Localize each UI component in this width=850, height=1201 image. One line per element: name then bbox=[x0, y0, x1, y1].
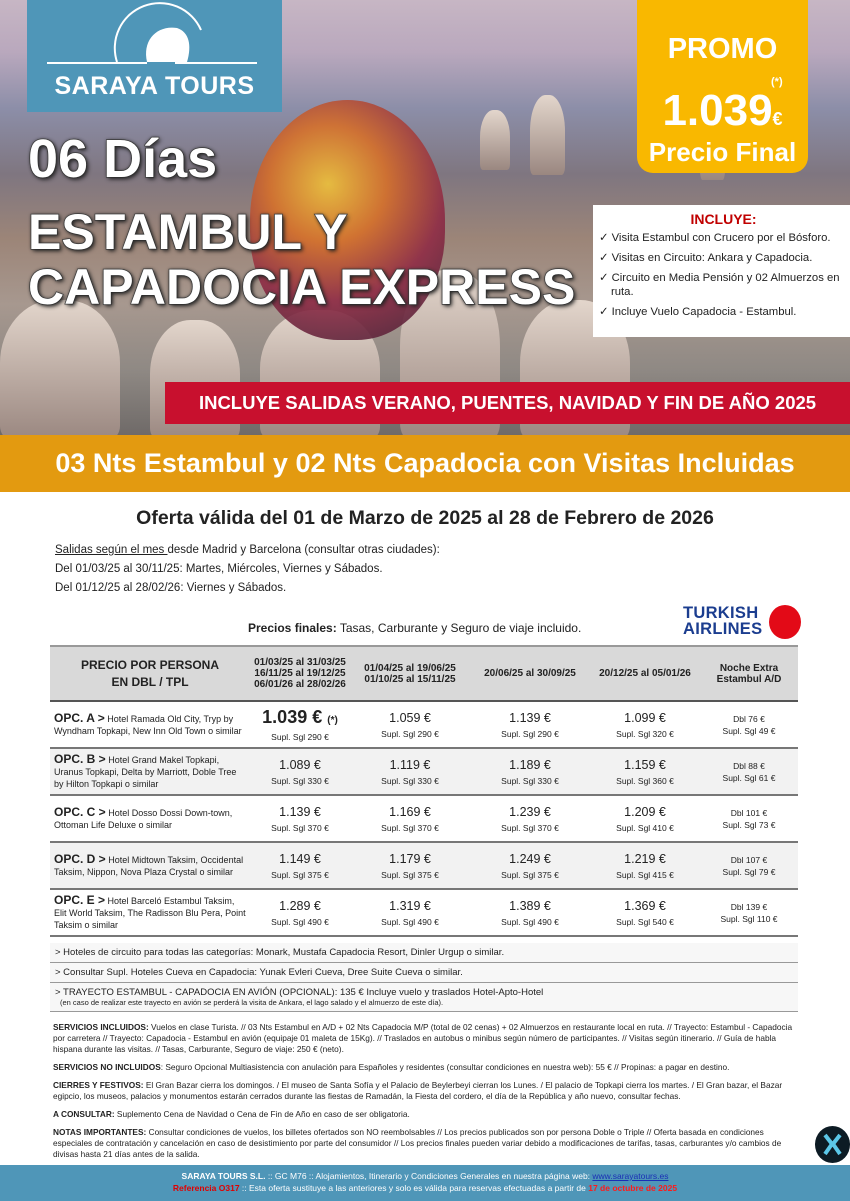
table-row: OPC. B > Hotel Grand Makel Topkapi, Uran… bbox=[50, 748, 798, 796]
note-row: > Hoteles de circuito para todas las cat… bbox=[50, 943, 798, 963]
price-cell: 1.169 € Supl. Sgl 370 € bbox=[350, 795, 470, 843]
service-paragraph: A CONSULTAR: Suplemento Cena de Navidad … bbox=[53, 1109, 410, 1119]
departures-line: Del 01/12/25 al 28/02/26: Viernes y Sába… bbox=[55, 582, 287, 594]
assistant-widget-icon[interactable] bbox=[815, 1126, 850, 1163]
table-row: OPC. C > Hotel Dosso Dossi Down-town, Ot… bbox=[50, 795, 798, 843]
hot-air-balloon bbox=[250, 100, 445, 340]
hotel-option: OPC. A > Hotel Ramada Old City, Tryp by … bbox=[50, 701, 250, 749]
price-cell: 1.119 € Supl. Sgl 330 € bbox=[350, 748, 470, 796]
service-paragraph: SERVICIOS NO INCLUIDOS: Seguro Opcional … bbox=[53, 1062, 730, 1072]
season-banner: INCLUYE SALIDAS VERANO, PUENTES, NAVIDAD… bbox=[165, 382, 850, 424]
trip-title-line1: ESTAMBUL Y bbox=[27, 203, 348, 261]
service-paragraph: NOTAS IMPORTANTES: Consultar condiciones… bbox=[53, 1127, 782, 1159]
price-cell: 1.159 € Supl. Sgl 360 € bbox=[590, 748, 700, 796]
price-cell: 1.369 € Supl. Sgl 540 € bbox=[590, 889, 700, 937]
column-header: PRECIO POR PERSONA EN DBL / TPL bbox=[50, 646, 250, 702]
extra-night-cell: Dbl 76 € Supl. Sgl 49 € bbox=[700, 701, 798, 749]
price-cell: 1.139 € Supl. Sgl 290 € bbox=[470, 701, 590, 749]
price-cell: 1.389 € Supl. Sgl 490 € bbox=[470, 889, 590, 937]
price-cell: 1.089 € Supl. Sgl 330 € bbox=[250, 748, 350, 796]
note-row: > Consultar Supl. Hoteles Cueva en Capad… bbox=[50, 963, 798, 983]
price-cell: 1.239 € Supl. Sgl 370 € bbox=[470, 795, 590, 843]
column-header: 20/06/25 al 30/09/25 bbox=[470, 646, 590, 702]
price-cell: 1.179 € Supl. Sgl 375 € bbox=[350, 842, 470, 890]
hotel-option: OPC. E > Hotel Barceló Estambul Taksim, … bbox=[50, 889, 250, 937]
services-text: SERVICIOS INCLUIDOS: Vuelos en clase Tur… bbox=[53, 1022, 798, 1167]
table-row: OPC. D > Hotel Midtown Taksim, Occidenta… bbox=[50, 842, 798, 890]
note-row: > TRAYECTO ESTAMBUL - CAPADOCIA EN AVIÓN… bbox=[50, 983, 798, 1012]
price-cell: 1.209 € Supl. Sgl 410 € bbox=[590, 795, 700, 843]
hotel-option: OPC. D > Hotel Midtown Taksim, Occidenta… bbox=[50, 842, 250, 890]
column-header: 01/03/25 al 31/03/25 16/11/25 al 19/12/2… bbox=[250, 646, 350, 702]
price-cell: 1.319 € Supl. Sgl 490 € bbox=[350, 889, 470, 937]
turkish-airlines-bird-icon bbox=[769, 605, 801, 639]
promo-price: 1.039€ bbox=[662, 86, 783, 135]
table-row: OPC. A > Hotel Ramada Old City, Tryp by … bbox=[50, 701, 798, 749]
include-item: ✓ Visitas en Circuito: Ankara y Capadoci… bbox=[599, 252, 813, 264]
price-cell: 1.059 € Supl. Sgl 290 € bbox=[350, 701, 470, 749]
days-title: 06 Días bbox=[27, 128, 218, 190]
price-cell: 1.139 € Supl. Sgl 370 € bbox=[250, 795, 350, 843]
departures-line: Del 01/03/25 al 30/11/25: Martes, Miérco… bbox=[55, 563, 383, 575]
includes-box: INCLUYE: ✓ Visita Estambul con Crucero p… bbox=[593, 205, 850, 337]
extra-night-cell: Dbl 88 € Supl. Sgl 61 € bbox=[700, 748, 798, 796]
turkish-airlines-logo: TURKISH AIRLINES bbox=[683, 605, 803, 641]
price-cell: 1.219 € Supl. Sgl 415 € bbox=[590, 842, 700, 890]
itinerary-banner: 03 Nts Estambul y 02 Nts Capadocia con V… bbox=[0, 435, 850, 492]
extra-night-cell: Dbl 139 € Supl. Sgl 110 € bbox=[700, 889, 798, 937]
footer: SARAYA TOURS S.L. :: GC M76 :: Alojamien… bbox=[0, 1165, 850, 1201]
include-item: ✓ Visita Estambul con Crucero por el Bós… bbox=[599, 232, 831, 244]
service-paragraph: CIERRES Y FESTIVOS: El Gran Bazar cierra… bbox=[53, 1080, 783, 1101]
offer-validity: Oferta válida del 01 de Marzo de 2025 al… bbox=[136, 507, 714, 529]
column-header: 20/12/25 al 05/01/26 bbox=[590, 646, 700, 702]
final-prices-note: Precios finales: Tasas, Carburante y Seg… bbox=[248, 621, 582, 635]
hotel-notes: > Hoteles de circuito para todas las cat… bbox=[50, 943, 798, 1012]
price-table: PRECIO POR PERSONA EN DBL / TPL 01/03/25 … bbox=[50, 645, 798, 937]
column-header: Noche Extra Estambul A/D bbox=[700, 646, 798, 702]
table-row: OPC. E > Hotel Barceló Estambul Taksim, … bbox=[50, 889, 798, 937]
price-cell: 1.149 € Supl. Sgl 375 € bbox=[250, 842, 350, 890]
include-item: ✓ Incluye Vuelo Capadocia - Estambul. bbox=[599, 306, 797, 318]
price-cell: 1.189 € Supl. Sgl 330 € bbox=[470, 748, 590, 796]
extra-night-cell: Dbl 101 € Supl. Sgl 73 € bbox=[700, 795, 798, 843]
price-cell: 1.099 € Supl. Sgl 320 € bbox=[590, 701, 700, 749]
logo-emblem-icon bbox=[47, 2, 257, 64]
include-item: ✓ Circuito en Media Pensión y 02 Almuerz… bbox=[599, 272, 840, 298]
price-cell: 1.249 € Supl. Sgl 375 € bbox=[470, 842, 590, 890]
trip-title-line2: CAPADOCIA EXPRESS bbox=[27, 258, 576, 316]
service-paragraph: SERVICIOS INCLUIDOS: Vuelos en clase Tur… bbox=[53, 1022, 793, 1054]
departures-intro: Salidas según el mes desde Madrid y Barc… bbox=[55, 544, 440, 556]
website-link[interactable]: www.sarayatours.es bbox=[592, 1171, 669, 1181]
promo-price-badge: PROMO (*) 1.039€ Precio Final bbox=[637, 0, 808, 173]
price-cell: 1.289 € Supl. Sgl 490 € bbox=[250, 889, 350, 937]
hotel-option: OPC. B > Hotel Grand Makel Topkapi, Uran… bbox=[50, 748, 250, 796]
hotel-option: OPC. C > Hotel Dosso Dossi Down-town, Ot… bbox=[50, 795, 250, 843]
price-cell: 1.039 € (*) Supl. Sgl 290 € bbox=[250, 701, 350, 749]
extra-night-cell: Dbl 107 € Supl. Sgl 79 € bbox=[700, 842, 798, 890]
column-header: 01/04/25 al 19/06/25 01/10/25 al 15/11/2… bbox=[350, 646, 470, 702]
saraya-tours-logo: SARAYA TOURS bbox=[27, 0, 282, 112]
